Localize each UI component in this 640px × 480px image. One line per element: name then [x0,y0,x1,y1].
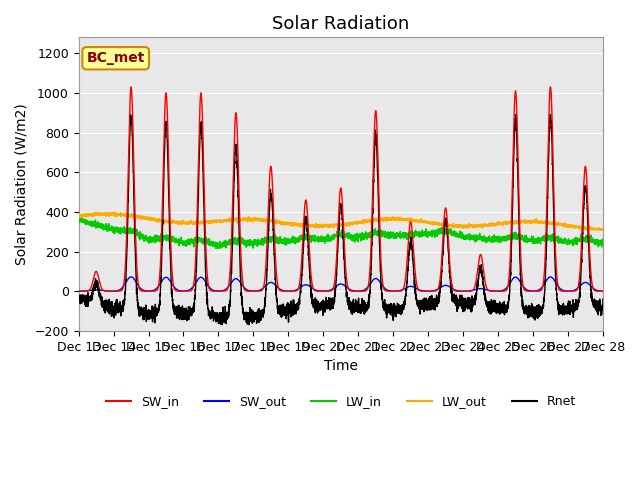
LW_in [213,246,221,252]
SW_out [458,288,466,294]
Y-axis label: Solar Radiation (W/m2): Solar Radiation (W/m2) [15,103,29,265]
Rnet [245,322,253,327]
SW_in [598,288,606,294]
Rnet [321,303,329,309]
SW_in [599,288,607,294]
Rnet [169,304,177,310]
SW_in [127,84,135,90]
LW_out [169,217,177,223]
LW_in [75,216,83,222]
Rnet [127,112,134,118]
SW_out [321,288,329,294]
X-axis label: Time: Time [324,359,358,373]
Legend: SW_in, SW_out, LW_in, LW_out, Rnet: SW_in, SW_out, LW_in, LW_out, Rnet [100,390,580,413]
SW_out [488,288,495,294]
SW_in [321,288,329,294]
Text: BC_met: BC_met [86,51,145,65]
LW_out [488,222,495,228]
LW_in [598,240,606,246]
LW_in [169,236,177,241]
LW_out [429,219,437,225]
Rnet [75,295,83,301]
Line: LW_out: LW_out [79,212,603,230]
SW_out [429,288,437,294]
SW_in [75,288,83,294]
SW_out [599,288,607,294]
SW_out [127,274,135,280]
LW_in [321,237,329,243]
SW_out [75,288,83,294]
Line: SW_in: SW_in [79,87,603,291]
SW_in [488,288,495,294]
LW_out [75,214,83,219]
Line: LW_in: LW_in [79,217,603,249]
Line: Rnet: Rnet [79,115,603,324]
Line: SW_out: SW_out [79,277,603,291]
LW_out [111,209,118,215]
LW_in [458,233,466,239]
SW_in [429,288,437,294]
Title: Solar Radiation: Solar Radiation [272,15,410,33]
LW_in [79,215,86,220]
LW_out [458,224,466,229]
Rnet [429,297,437,303]
Rnet [599,296,607,302]
LW_in [429,230,437,236]
Rnet [458,304,466,310]
LW_out [584,227,591,233]
Rnet [488,310,496,315]
Rnet [598,305,606,311]
SW_out [169,283,177,288]
LW_out [599,227,607,233]
LW_in [599,236,607,241]
SW_in [458,288,466,294]
SW_in [169,279,177,285]
LW_in [488,238,496,244]
SW_out [598,288,606,294]
LW_out [598,227,606,232]
LW_out [321,223,329,228]
